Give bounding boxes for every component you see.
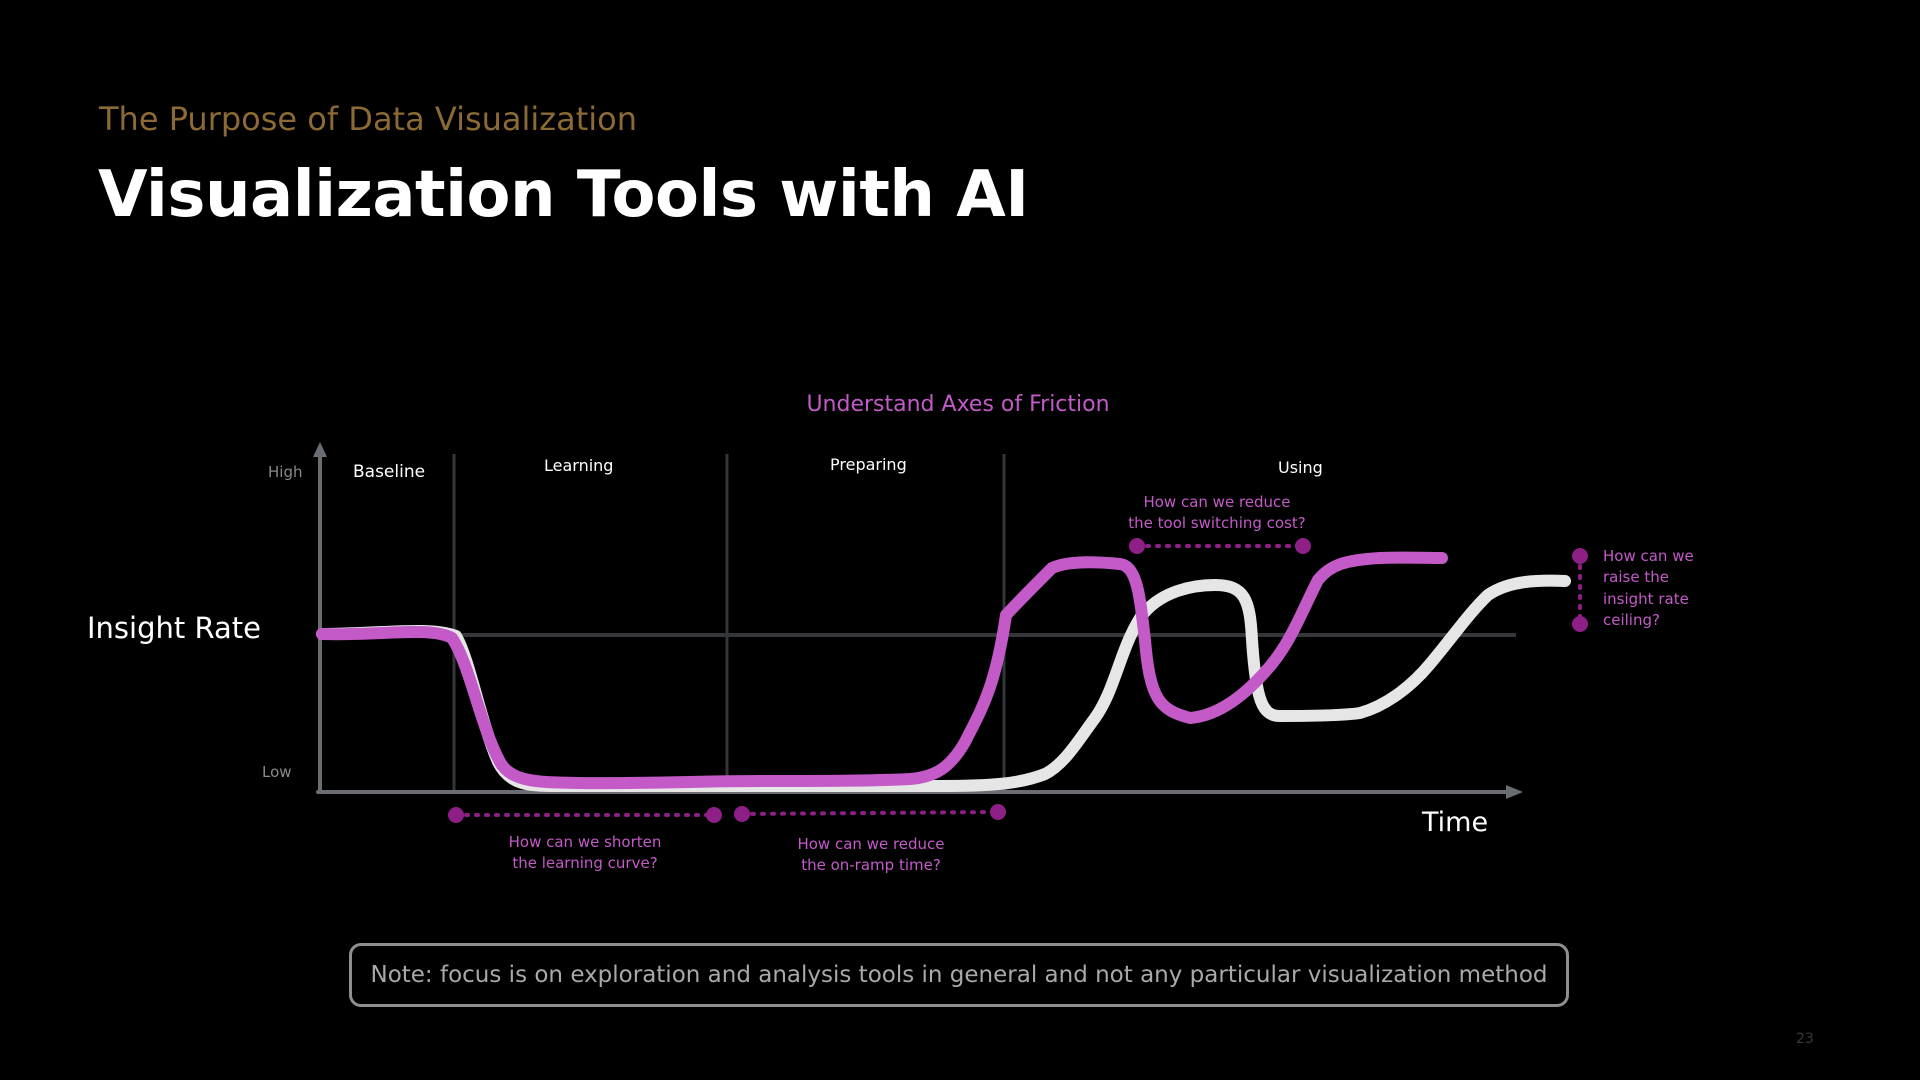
x-axis-label: Time bbox=[1421, 807, 1488, 838]
ceiling-question-line-2: raise the bbox=[1603, 568, 1669, 586]
note-text: Note: focus is on exploration and analys… bbox=[370, 962, 1548, 988]
on-ramp-question-line-1: How can we reduce bbox=[797, 835, 944, 853]
note-box: Note: focus is on exploration and analys… bbox=[349, 943, 1569, 1007]
phase-dividers bbox=[452, 454, 1006, 790]
learning-curve-question-line-2: the learning curve? bbox=[512, 854, 657, 872]
y-axis-arrow bbox=[313, 442, 327, 457]
ceiling-question-line-1: How can we bbox=[1603, 547, 1694, 565]
ai-tools-curve bbox=[316, 551, 1448, 790]
on-ramp-question-line-2: the on-ramp time? bbox=[801, 856, 941, 874]
tool-switching-question-line-2: the tool switching cost? bbox=[1128, 514, 1306, 532]
tool-switching-question-line-1: How can we reduce bbox=[1143, 493, 1290, 511]
question-labels: How can we shorten the learning curve? H… bbox=[509, 493, 1694, 874]
learning-curve-question-line-1: How can we shorten bbox=[509, 833, 662, 851]
phase-label-learning: Learning bbox=[544, 456, 613, 475]
y-axis-label: Insight Rate bbox=[87, 611, 261, 645]
phase-label-preparing: Preparing bbox=[830, 455, 907, 474]
ceiling-question-line-4: ceiling? bbox=[1603, 611, 1660, 629]
on-ramp-end-dot bbox=[990, 804, 1006, 820]
tool-switching-end-dot bbox=[1295, 538, 1311, 554]
on-ramp-span bbox=[740, 810, 1000, 816]
y-high-label: High bbox=[268, 463, 302, 481]
ceiling-bottom-dot bbox=[1572, 616, 1588, 632]
phase-label-baseline: Baseline bbox=[353, 462, 425, 482]
friction-markers bbox=[448, 538, 1588, 823]
diagram-heading: Understand Axes of Friction bbox=[806, 392, 1109, 417]
learning-curve-start-dot bbox=[448, 807, 464, 823]
slide-title: Visualization Tools with AI bbox=[98, 158, 1029, 232]
phase-label-using: Using bbox=[1278, 458, 1323, 477]
ceiling-question-line-3: insight rate bbox=[1603, 590, 1689, 608]
current-tools-curve bbox=[316, 574, 1571, 793]
page-number: 23 bbox=[1796, 1031, 1814, 1047]
y-low-label: Low bbox=[262, 763, 292, 781]
on-ramp-start-dot bbox=[734, 806, 750, 822]
x-axis-arrow bbox=[1506, 785, 1523, 799]
learning-curve-end-dot bbox=[706, 807, 722, 823]
tool-switching-start-dot bbox=[1129, 538, 1145, 554]
ceiling-top-dot bbox=[1572, 548, 1588, 564]
slide-subtitle: The Purpose of Data Visualization bbox=[99, 100, 637, 138]
